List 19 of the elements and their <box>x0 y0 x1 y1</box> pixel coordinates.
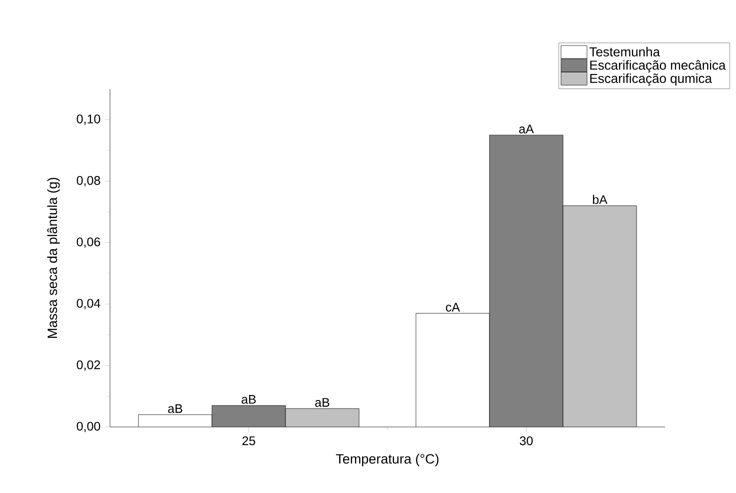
y-tick-label: 0,06 <box>76 237 100 248</box>
legend-label: Escarificação qumica <box>590 73 712 86</box>
legend-label: Escarificação mecânica <box>590 60 726 72</box>
data-label: aA <box>519 124 534 134</box>
y-tick-label: 0,00 <box>76 422 100 432</box>
y-tick-label: 0,08 <box>76 176 100 186</box>
x-axis-title: Temperatura (°C) <box>336 454 438 466</box>
y-axis-title: Massa seca da plântula (g) <box>47 178 60 338</box>
data-label: cA <box>446 302 460 312</box>
data-label: aB <box>315 398 330 407</box>
y-tick-label: 0,10 <box>76 114 100 125</box>
legend-label: Testemunha <box>589 46 660 56</box>
data-label: aB <box>168 404 182 413</box>
data-label: bA <box>592 194 608 204</box>
y-tick-label: 0,04 <box>76 298 100 310</box>
y-tick-label: 0,02 <box>76 360 100 371</box>
x-tick-label: 25 <box>242 436 256 446</box>
data-label: aB <box>242 395 256 404</box>
x-tick-label: 30 <box>520 436 533 446</box>
